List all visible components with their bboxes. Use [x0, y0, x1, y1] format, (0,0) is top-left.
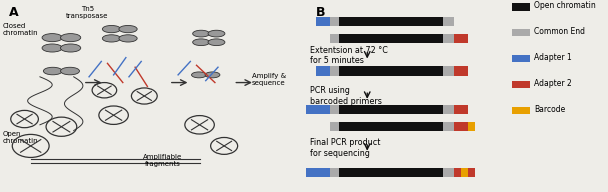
Bar — [454, 105, 468, 114]
Text: Amplify &
sequence: Amplify & sequence — [252, 73, 286, 86]
Bar — [330, 168, 339, 177]
Bar — [461, 122, 468, 131]
Ellipse shape — [119, 26, 137, 33]
Text: Extentsion at 72 °C
for 5 minutes: Extentsion at 72 °C for 5 minutes — [310, 46, 388, 65]
Bar — [306, 105, 330, 114]
Bar — [454, 168, 461, 177]
Bar — [443, 105, 454, 114]
Ellipse shape — [193, 30, 210, 37]
Ellipse shape — [61, 67, 80, 75]
Bar — [512, 3, 530, 11]
Bar — [339, 17, 443, 26]
Bar — [468, 122, 475, 131]
Text: Open
chromatin: Open chromatin — [3, 131, 39, 144]
Text: Final PCR product
for sequencing: Final PCR product for sequencing — [310, 138, 381, 158]
Ellipse shape — [205, 72, 220, 78]
Ellipse shape — [42, 34, 63, 42]
Bar — [339, 34, 443, 43]
Bar — [461, 168, 468, 177]
Bar — [512, 107, 530, 114]
Bar — [306, 168, 330, 177]
Text: Open chromatin: Open chromatin — [534, 1, 596, 10]
Ellipse shape — [102, 35, 120, 42]
Bar — [443, 168, 454, 177]
Text: Adapter 1: Adapter 1 — [534, 53, 572, 62]
Bar — [330, 34, 339, 43]
Bar — [316, 17, 330, 26]
Text: Common End: Common End — [534, 27, 586, 36]
Ellipse shape — [60, 34, 81, 42]
Text: B: B — [316, 6, 325, 19]
Ellipse shape — [102, 26, 120, 33]
Ellipse shape — [60, 44, 81, 52]
Bar — [443, 66, 454, 76]
Bar — [454, 66, 468, 76]
Bar — [468, 168, 475, 177]
Ellipse shape — [43, 67, 62, 75]
Bar — [443, 122, 454, 131]
Ellipse shape — [208, 39, 225, 46]
Bar — [443, 17, 454, 26]
Bar — [330, 66, 339, 76]
Bar — [454, 34, 468, 43]
Bar — [330, 105, 339, 114]
Bar — [454, 122, 461, 131]
Text: PCR using
barcoded primers: PCR using barcoded primers — [310, 86, 382, 106]
Text: Barcode: Barcode — [534, 105, 565, 114]
Ellipse shape — [42, 44, 63, 52]
Bar — [339, 168, 443, 177]
Ellipse shape — [192, 72, 206, 78]
Bar — [512, 81, 530, 88]
Bar — [339, 66, 443, 76]
Bar — [339, 105, 443, 114]
Text: Closed
chromatin: Closed chromatin — [3, 23, 39, 36]
Bar — [316, 66, 330, 76]
Bar — [330, 122, 339, 131]
Bar — [512, 55, 530, 62]
Ellipse shape — [208, 30, 225, 37]
Bar — [512, 29, 530, 36]
Text: Adapter 2: Adapter 2 — [534, 79, 572, 88]
Text: Amplifiable
fragments: Amplifiable fragments — [143, 154, 182, 167]
Bar — [330, 17, 339, 26]
Text: Tn5
transposase: Tn5 transposase — [66, 6, 109, 19]
Bar — [443, 34, 454, 43]
Text: A: A — [9, 6, 19, 19]
Ellipse shape — [193, 39, 210, 46]
Bar — [339, 122, 443, 131]
Ellipse shape — [119, 35, 137, 42]
